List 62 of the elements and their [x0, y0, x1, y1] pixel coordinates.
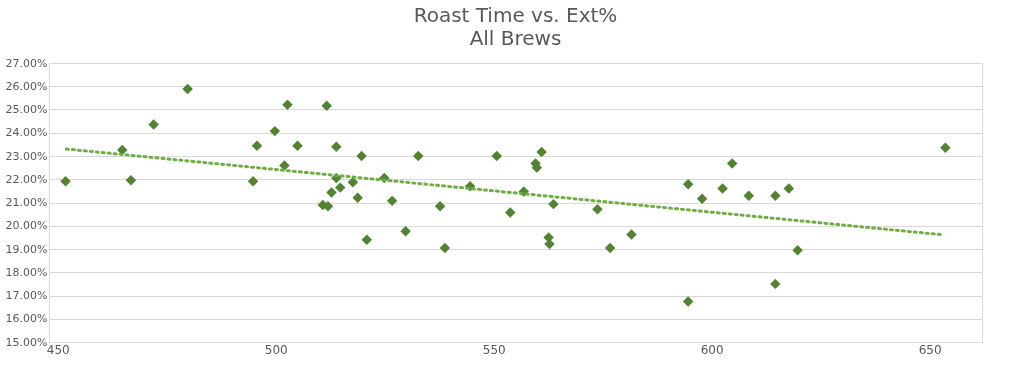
point [548, 198, 559, 210]
x-tick-label: 500 [264, 342, 288, 357]
point [696, 193, 708, 205]
point [247, 176, 259, 187]
point [251, 140, 263, 152]
point [717, 183, 728, 194]
y-tick-label: 21.00% [5, 196, 48, 209]
point [148, 119, 159, 130]
y-tick-label: 17.00% [5, 289, 48, 302]
point [386, 195, 398, 207]
x-tick-label: 650 [918, 342, 942, 357]
point [182, 83, 193, 95]
point [604, 242, 616, 254]
point [117, 144, 128, 156]
point [491, 150, 502, 162]
x-tick-label: 550 [482, 342, 506, 357]
point [279, 160, 290, 171]
point [626, 229, 637, 240]
point [326, 187, 337, 198]
point [940, 142, 951, 154]
y-tick-label: 20.00% [5, 219, 48, 233]
point [743, 190, 754, 201]
y-tick-label: 25.00% [5, 103, 48, 116]
y-tick-label: 22.00% [5, 172, 48, 186]
point [792, 244, 803, 256]
point [331, 141, 342, 152]
point [321, 100, 332, 112]
y-tick-label: 26.00% [5, 79, 48, 93]
point [352, 192, 363, 204]
y-tick-label: 15.00% [5, 335, 48, 349]
y-tick-label: 18.00% [5, 265, 48, 279]
point [682, 179, 694, 190]
point [505, 207, 516, 218]
point [356, 150, 367, 162]
point [361, 234, 373, 245]
point [536, 146, 547, 158]
y-tick-label: 19.00% [5, 242, 48, 256]
point [292, 140, 303, 152]
point [269, 125, 281, 137]
point [282, 99, 293, 111]
point [347, 177, 359, 188]
y-tick-label: 24.00% [5, 126, 48, 140]
point [682, 296, 694, 307]
x-tick-label: 450 [46, 342, 70, 357]
y-tick-label: 27.00% [5, 56, 48, 70]
chart-subtitle: All Brews [469, 26, 562, 50]
point [592, 204, 603, 215]
point [770, 190, 781, 201]
point [125, 174, 137, 186]
point [726, 158, 738, 169]
point [783, 183, 795, 194]
x-tick-label: 600 [700, 342, 724, 357]
point [434, 200, 446, 212]
point [60, 176, 71, 187]
point [334, 182, 346, 193]
y-tick-label: 23.00% [5, 149, 48, 163]
chart-title: Roast Time vs. Ext% [413, 3, 618, 27]
point [413, 150, 424, 162]
point [400, 226, 411, 237]
point [770, 278, 781, 290]
y-tick-label: 16.00% [5, 312, 48, 326]
point [439, 242, 451, 254]
